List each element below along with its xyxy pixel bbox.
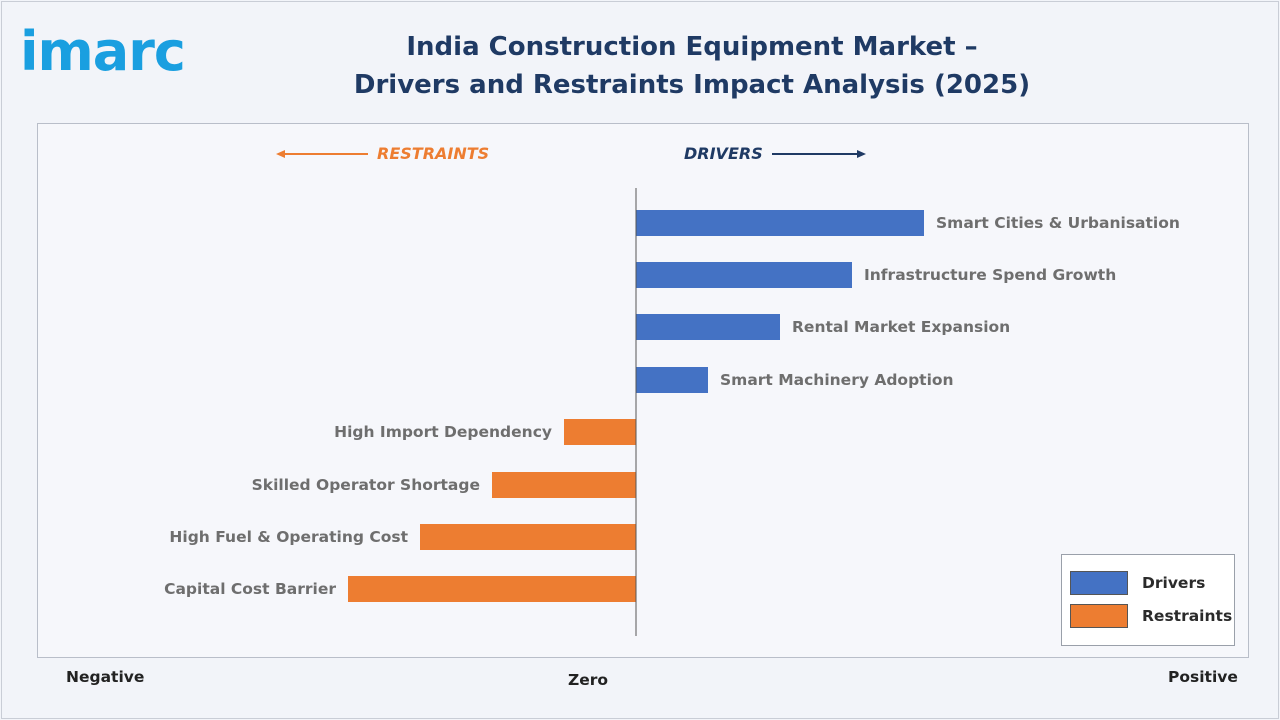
bar-group	[348, 210, 924, 602]
axis-negative-label: Negative	[66, 668, 145, 686]
chart-title-line-1: India Construction Equipment Market –	[406, 32, 978, 62]
legend-swatch-restraints	[1070, 604, 1128, 628]
chart-title: India Construction Equipment Market – Dr…	[300, 28, 1084, 104]
imarc-logo: imarc	[20, 20, 186, 83]
bar-label-0: Smart Cities & Urbanisation	[936, 214, 1180, 232]
legend: Drivers Restraints	[1061, 554, 1235, 646]
drivers-header: DRIVERS	[684, 144, 763, 163]
legend-item-restraints: Restraints	[1070, 604, 1232, 628]
bar-label-7: Capital Cost Barrier	[164, 580, 336, 598]
bar-label-2: Rental Market Expansion	[792, 318, 1011, 336]
bar-label-6: High Fuel & Operating Cost	[169, 528, 408, 546]
bar-label-3: Smart Machinery Adoption	[720, 371, 954, 389]
bar-restraint-7	[348, 576, 636, 602]
bar-driver-3	[636, 367, 708, 393]
legend-label-restraints: Restraints	[1142, 607, 1233, 625]
bar-driver-1	[636, 262, 852, 288]
drivers-arrow	[772, 150, 866, 158]
restraints-arrow	[276, 150, 368, 158]
bar-label-5: Skilled Operator Shortage	[251, 476, 480, 494]
bar-driver-2	[636, 314, 780, 340]
bar-restraint-4	[564, 419, 636, 445]
legend-item-drivers: Drivers	[1070, 571, 1205, 595]
bar-label-1: Infrastructure Spend Growth	[864, 266, 1117, 284]
bar-driver-0	[636, 210, 924, 236]
bar-restraint-5	[492, 472, 636, 498]
logo-text: imarc	[20, 20, 186, 83]
bar-label-4: High Import Dependency	[334, 423, 552, 441]
legend-swatch-drivers	[1070, 571, 1128, 595]
axis-zero-label: Zero	[568, 671, 609, 689]
restraints-header: RESTRAINTS	[377, 144, 490, 163]
legend-label-drivers: Drivers	[1142, 574, 1206, 592]
chart-title-line-2: Drivers and Restraints Impact Analysis (…	[353, 70, 1031, 100]
axis-positive-label: Positive	[1168, 668, 1238, 686]
bar-restraint-6	[420, 524, 636, 550]
